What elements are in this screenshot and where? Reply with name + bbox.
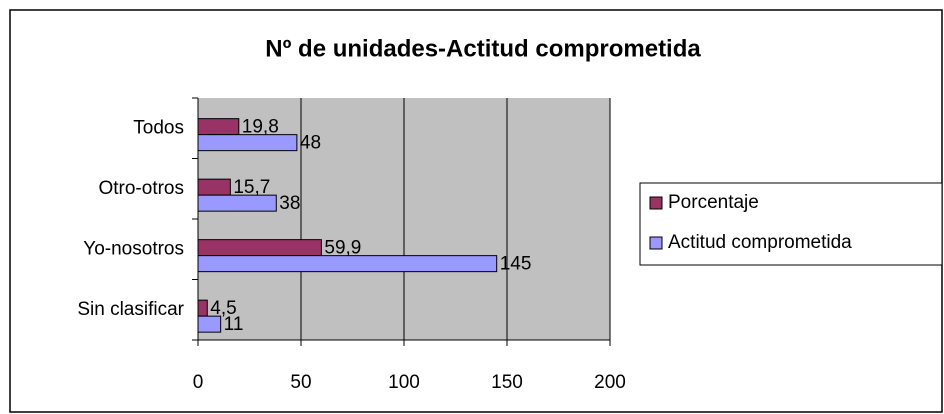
y-tick-label: Yo-nosotros [83,238,184,259]
legend-label: Porcentaje [668,192,759,213]
value-label: 48 [300,133,321,154]
value-label: 145 [500,254,532,275]
x-tick-label: 100 [388,372,420,393]
legend-swatch [649,196,663,210]
x-tick-label: 0 [193,372,204,393]
y-tick-label: Otro-otros [98,178,184,199]
y-tick-label: Todos [133,117,184,138]
bar [197,178,231,196]
bar [197,134,298,152]
legend [639,182,943,266]
value-label: 4,5 [210,298,236,319]
x-tick-label: 150 [491,372,523,393]
bar [197,194,277,212]
value-label: 11 [224,314,244,335]
bar [197,315,222,333]
value-label: 59,9 [324,238,361,259]
x-tick-label: 200 [594,372,626,393]
value-label: 38 [279,193,300,214]
legend-label: Actitud comprometida [668,232,852,253]
bar [197,299,208,317]
bar [197,239,322,257]
value-label: 19,8 [242,117,279,138]
chart-title: Nº de unidades-Actitud comprometida [265,35,701,62]
bar [197,255,498,273]
y-tick-label: Sin clasificar [77,299,184,320]
legend-swatch [649,236,663,250]
bar [197,118,240,136]
value-label: 15,7 [233,177,270,198]
x-tick-label: 50 [290,372,311,393]
